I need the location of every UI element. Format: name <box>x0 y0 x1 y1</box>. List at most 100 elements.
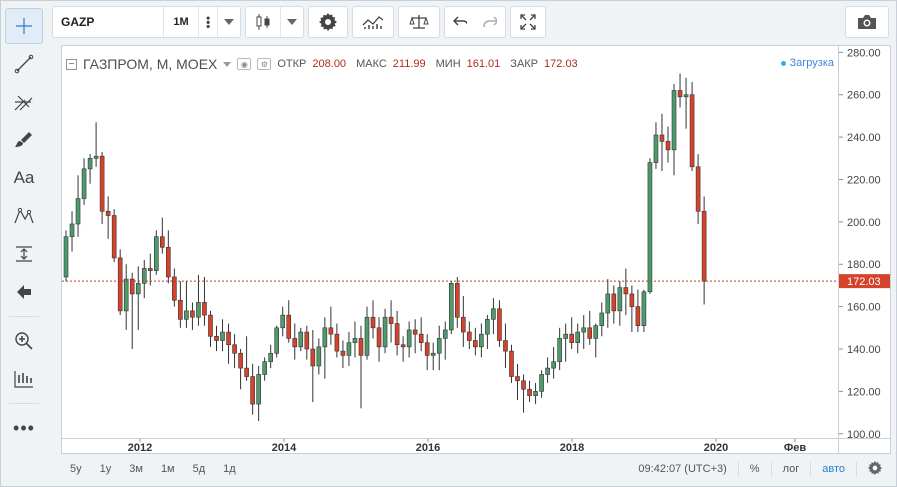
series-settings-icon[interactable]: ⚙ <box>257 58 272 70</box>
candlestick-plot[interactable] <box>62 46 838 438</box>
candle <box>370 300 376 339</box>
crosshair-tool[interactable] <box>5 8 43 44</box>
candle <box>683 77 689 129</box>
measure-tool[interactable] <box>5 236 43 272</box>
collapse-legend-button[interactable]: − <box>66 58 77 70</box>
zoom-tool[interactable] <box>5 323 43 359</box>
candle <box>196 274 201 326</box>
candle-body <box>274 327 279 354</box>
candle-body <box>575 331 581 343</box>
compare-button[interactable] <box>399 7 439 37</box>
candle <box>635 289 641 333</box>
toolbar-divider <box>9 316 39 317</box>
range-1y-button[interactable]: 1y <box>99 463 112 475</box>
candle <box>605 279 611 328</box>
pitchfork-tool[interactable] <box>5 84 43 120</box>
candle-body <box>322 327 328 348</box>
chart-type-dropdown[interactable] <box>281 7 303 37</box>
candle-body <box>190 310 195 318</box>
range-1m-button[interactable]: 1м <box>160 463 175 475</box>
candle <box>436 325 442 371</box>
candle-body <box>418 333 424 343</box>
chart-type-group <box>245 6 304 38</box>
candle-body <box>515 376 520 382</box>
measure-icon <box>16 246 32 262</box>
candle-body <box>581 327 587 333</box>
candle <box>135 266 141 330</box>
candle <box>412 319 418 354</box>
candle-body <box>394 323 400 346</box>
candle-body <box>491 308 496 320</box>
text-tool[interactable]: Aa <box>5 160 43 196</box>
chart-scale-tool[interactable] <box>5 361 43 397</box>
candle-body <box>430 352 436 356</box>
candle <box>99 151 105 224</box>
candle <box>244 336 249 381</box>
candle <box>653 122 659 169</box>
auto-scale-toggle[interactable]: авто <box>822 463 845 475</box>
time-axis[interactable]: 2012 2014 2016 2018 2020 Фев <box>61 439 839 454</box>
clock-timezone[interactable]: 09:42:07 (UTC+3) <box>638 463 727 475</box>
redo-button[interactable] <box>475 7 505 37</box>
remove-drawings-tool[interactable] <box>5 274 43 310</box>
candle-body <box>208 314 213 337</box>
candle-body <box>202 302 207 316</box>
candle <box>166 230 171 284</box>
candle-body <box>436 338 442 354</box>
pattern-tool[interactable] <box>5 198 43 234</box>
percent-scale-toggle[interactable]: % <box>749 463 760 475</box>
settings-group <box>308 6 348 38</box>
range-5d-button[interactable]: 5д <box>192 463 206 475</box>
resolution-button[interactable]: 1M <box>173 16 189 28</box>
chart-type-button[interactable] <box>246 7 280 37</box>
time-tick-label: 2016 <box>416 442 440 453</box>
candle-body <box>467 331 472 341</box>
fullscreen-button[interactable] <box>511 7 545 37</box>
candle <box>557 327 562 371</box>
resolution-dropdown[interactable] <box>218 7 240 37</box>
candle <box>63 230 69 282</box>
brush-tool[interactable] <box>5 122 43 158</box>
price-tick-label: 180.00 <box>847 259 881 271</box>
candle-body <box>316 346 322 367</box>
candle-body <box>268 352 273 363</box>
candle <box>473 327 478 356</box>
undo-icon <box>453 16 467 26</box>
candle <box>93 122 99 167</box>
price-axis[interactable]: 280.00 260.00 240.00 220.00 200.00 180.00 160.… <box>839 45 891 441</box>
candle <box>617 281 623 326</box>
toolbar-divider <box>280 7 281 37</box>
chart-pane[interactable] <box>61 45 839 439</box>
bottom-toolbar: 5y 1y 3м 1м 5д 1д 09:42:07 (UTC+3) % лог… <box>61 458 891 480</box>
settings-button[interactable] <box>309 7 347 37</box>
candle-body <box>220 331 225 341</box>
hide-series-icon[interactable]: ◉ <box>237 58 252 70</box>
candle-body <box>262 361 267 375</box>
candle-body <box>587 327 593 339</box>
undo-button[interactable] <box>445 7 475 37</box>
trend-line-tool[interactable] <box>5 46 43 82</box>
chart-properties-button[interactable] <box>859 460 891 478</box>
range-3m-button[interactable]: 3м <box>129 463 143 475</box>
range-1d-button[interactable]: 1д <box>223 463 236 475</box>
candle-body <box>454 283 460 318</box>
symbol-search-input[interactable]: GAZP <box>61 15 95 29</box>
candle <box>479 323 484 358</box>
resolution-more-button[interactable]: ••• <box>199 7 217 37</box>
candle-body <box>334 333 340 352</box>
candle-body <box>250 376 255 405</box>
candle <box>298 327 304 352</box>
range-5y-button[interactable]: 5y <box>70 463 82 475</box>
chevron-down-icon[interactable] <box>223 61 232 67</box>
candle <box>394 310 400 356</box>
candle <box>454 276 460 328</box>
indicators-button[interactable] <box>353 7 393 37</box>
candle-body <box>214 335 219 341</box>
toolbar-divider <box>737 462 739 476</box>
toolbar-divider <box>198 7 199 37</box>
snapshot-button[interactable] <box>845 6 889 38</box>
log-scale-toggle[interactable]: лог <box>782 463 800 475</box>
status-dot-icon <box>780 60 786 66</box>
more-tools-button[interactable]: ••• <box>5 410 43 446</box>
candle-body <box>406 329 412 348</box>
